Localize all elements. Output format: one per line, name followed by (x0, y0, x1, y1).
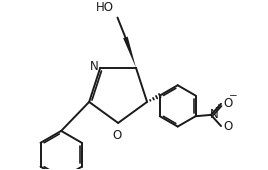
Text: O: O (112, 129, 121, 142)
Text: +: + (215, 103, 222, 112)
Text: N: N (90, 60, 99, 73)
Text: O: O (223, 97, 232, 110)
Text: O: O (223, 120, 232, 133)
Text: HO: HO (96, 1, 114, 14)
Text: N: N (210, 108, 218, 121)
Text: −: − (229, 91, 237, 101)
Polygon shape (123, 37, 136, 68)
